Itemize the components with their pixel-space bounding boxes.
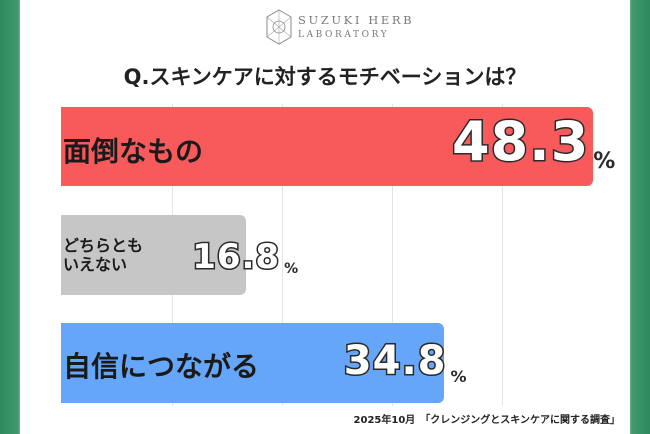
logo-line1: SUZUKI HERB (298, 13, 415, 27)
unit-label-3: % (450, 366, 467, 386)
value-label-1: 48.3 (451, 109, 590, 175)
source-note: 2025年10月 「クレンジングとスキンケアに関する調査」 (353, 415, 620, 426)
gridline (392, 104, 393, 406)
bar-3 (61, 323, 445, 403)
value-label-3: 34.8 (342, 337, 447, 386)
gridline (502, 104, 503, 406)
brand-logo: SUZUKI HERB LABORATORY (264, 8, 412, 46)
logo-line2: LABORATORY (298, 30, 390, 40)
value-label-2: 16.8 (191, 236, 281, 279)
logo-mark-icon (266, 9, 292, 45)
category-label-1: 面倒なもの (63, 135, 204, 168)
bar-2 (61, 215, 247, 295)
gridline (282, 104, 283, 406)
chart-title: Q.スキンケアに対するモチベーションは？ (123, 65, 527, 89)
category-label-2: どちらとも いえない (63, 236, 144, 275)
unit-label-1: % (593, 148, 616, 174)
bar-1 (61, 107, 594, 186)
category-label-3: 自信につながる (63, 350, 260, 383)
unit-label-2: % (284, 261, 299, 278)
